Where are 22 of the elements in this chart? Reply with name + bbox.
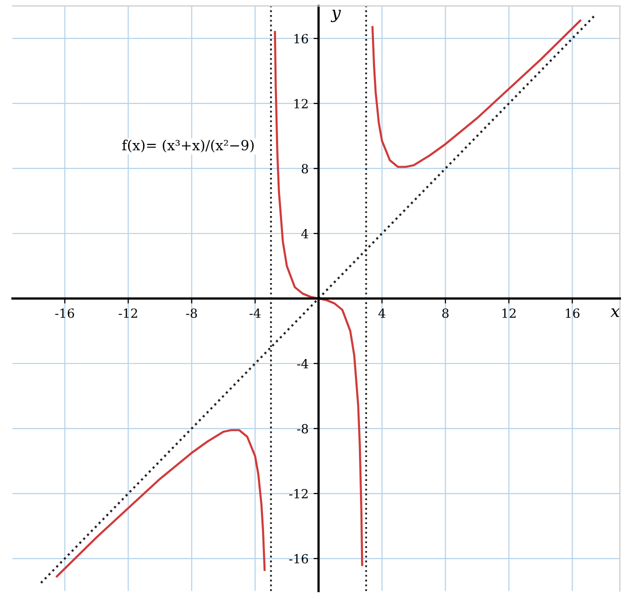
x-axis-title: x [610,308,620,318]
y-tick-label: -8 [297,424,308,434]
x-tick-label: -4 [250,308,261,318]
y-tick-label: -12 [289,488,308,498]
line-series [56,429,266,578]
x-tick-label: 16 [566,308,580,318]
x-tick-label: 12 [502,308,516,318]
y-tick-label: 4 [301,228,308,238]
annotation: f(x)= (x³+x)/(x²−9) [122,140,254,152]
y-tick-label: 16 [294,34,308,44]
x-tick-label: 8 [442,308,449,318]
x-tick-label: 4 [378,308,386,318]
x-tick-label: -12 [118,308,138,318]
y-tick-label: 8 [302,164,308,174]
line-series [274,30,364,566]
y-tick-label: 12 [294,98,308,108]
x-tick-label: -8 [186,308,197,318]
y-tick-label: -16 [289,554,308,564]
line-series [371,20,582,168]
y-axis-title: y [330,10,341,22]
x-tick-label: -16 [55,308,74,318]
y-tick-label: -4 [297,358,308,368]
